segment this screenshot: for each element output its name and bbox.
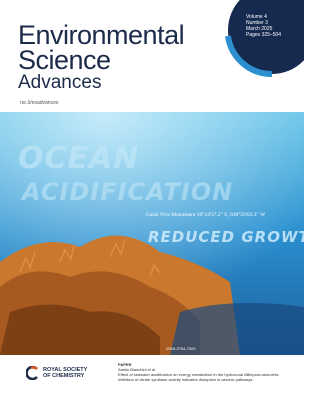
publisher: ROYAL SOCIETY OF CHEMISTRY [43,367,87,379]
headline: ACIDIFICATION [20,178,233,206]
headline: REDUCED GROWTH [148,228,304,246]
article-info: PAPER Adelio Bianchini et al. Effect of … [118,362,288,382]
headline: OCEAN [18,141,139,176]
rsc-logo [26,366,40,380]
pages: Pages 325–504 [246,32,281,38]
publisher-line: OF CHEMISTRY [43,373,87,379]
caption: Coral Vive Monument 16°24'37.2" S, 038°5… [146,211,266,218]
article-title: Effect of seawater acidification on ener… [118,372,288,382]
title-line: Science [18,47,111,73]
title-line: Advances [18,72,101,94]
url: rsc.li/esadvances [20,100,58,106]
cover: Environmental Science Advances rsc.li/es… [0,0,304,400]
issn: ISSN 2754-7000 [166,346,196,351]
issue-info: Volume 4 Number 3 March 2025 Pages 325–5… [246,14,281,38]
cover-photo: OCEAN ACIDIFICATION REDUCED GROWTH Coral… [0,112,304,355]
